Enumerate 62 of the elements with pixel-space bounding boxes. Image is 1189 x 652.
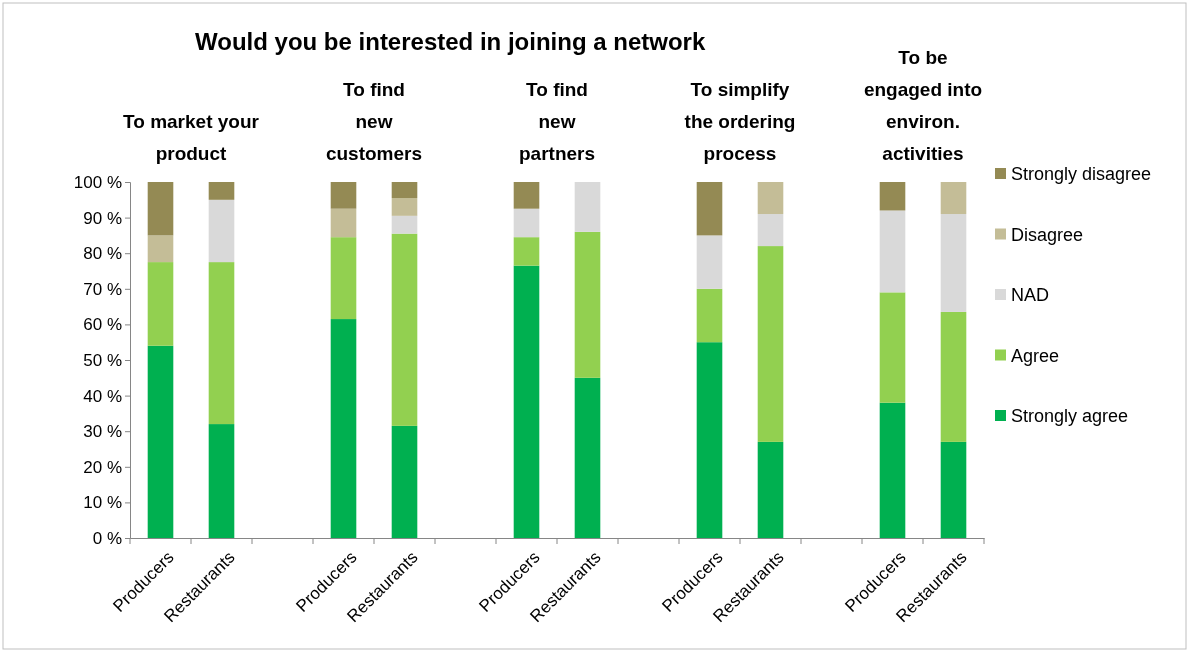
text: To be engaged into environ. activities — [863, 47, 983, 164]
bar — [147, 235, 174, 263]
bar — [757, 441, 784, 538]
y-tick-label: 0 % — [92, 528, 122, 548]
text: To simplify the ordering process — [684, 79, 796, 164]
y-tick-label: 80 % — [83, 244, 122, 264]
y-tick-label: 30 % — [83, 422, 122, 442]
bar — [757, 214, 784, 247]
legend-label: NAD — [1011, 285, 1050, 306]
bar — [208, 199, 235, 263]
y-tick-label: 100 % — [73, 172, 122, 192]
legend-label: Strongly agree — [1011, 406, 1129, 427]
chart-title: Would you be interested in joining a network — [195, 28, 706, 55]
bar — [757, 182, 784, 215]
bar — [574, 377, 601, 538]
text: To market your product — [123, 111, 260, 164]
bar — [879, 182, 906, 211]
bar — [940, 214, 967, 312]
legend-label: Agree — [1011, 345, 1060, 366]
bar — [879, 402, 906, 538]
bar — [513, 208, 540, 238]
y-tick-label: 90 % — [83, 208, 122, 228]
bar — [879, 210, 906, 293]
bar — [330, 208, 357, 238]
bar — [147, 262, 174, 346]
y-tick-label: 60 % — [83, 315, 122, 335]
bar — [391, 182, 418, 199]
text: To find new customers — [325, 79, 423, 164]
legend-label: Disagree — [1011, 224, 1084, 245]
bar — [696, 288, 723, 343]
bar — [147, 182, 174, 236]
legend-label: Strongly disagree — [1011, 164, 1152, 185]
bar — [696, 235, 723, 289]
bar — [330, 237, 357, 320]
y-tick-label: 70 % — [83, 279, 122, 299]
bar — [513, 265, 540, 538]
y-tick-label: 40 % — [83, 386, 122, 406]
y-tick-label: 20 % — [83, 457, 122, 477]
bar — [513, 237, 540, 266]
bar — [940, 182, 967, 215]
bar — [696, 182, 723, 236]
bar — [391, 233, 418, 426]
bar — [574, 182, 601, 232]
bar — [147, 345, 174, 538]
y-tick-label: 10 % — [83, 493, 122, 513]
bar — [757, 246, 784, 442]
bar — [391, 425, 418, 538]
bar — [330, 182, 357, 209]
bar — [696, 342, 723, 538]
bar — [879, 292, 906, 403]
text: To find new partners — [518, 79, 596, 164]
bar — [208, 424, 235, 538]
bar — [574, 231, 601, 378]
y-tick-label: 50 % — [83, 350, 122, 370]
bar — [940, 441, 967, 538]
bar — [208, 182, 235, 200]
bar — [940, 311, 967, 442]
bar — [513, 182, 540, 209]
bar — [330, 319, 357, 538]
bar — [391, 198, 418, 216]
bar — [391, 215, 418, 234]
bar — [208, 262, 235, 425]
